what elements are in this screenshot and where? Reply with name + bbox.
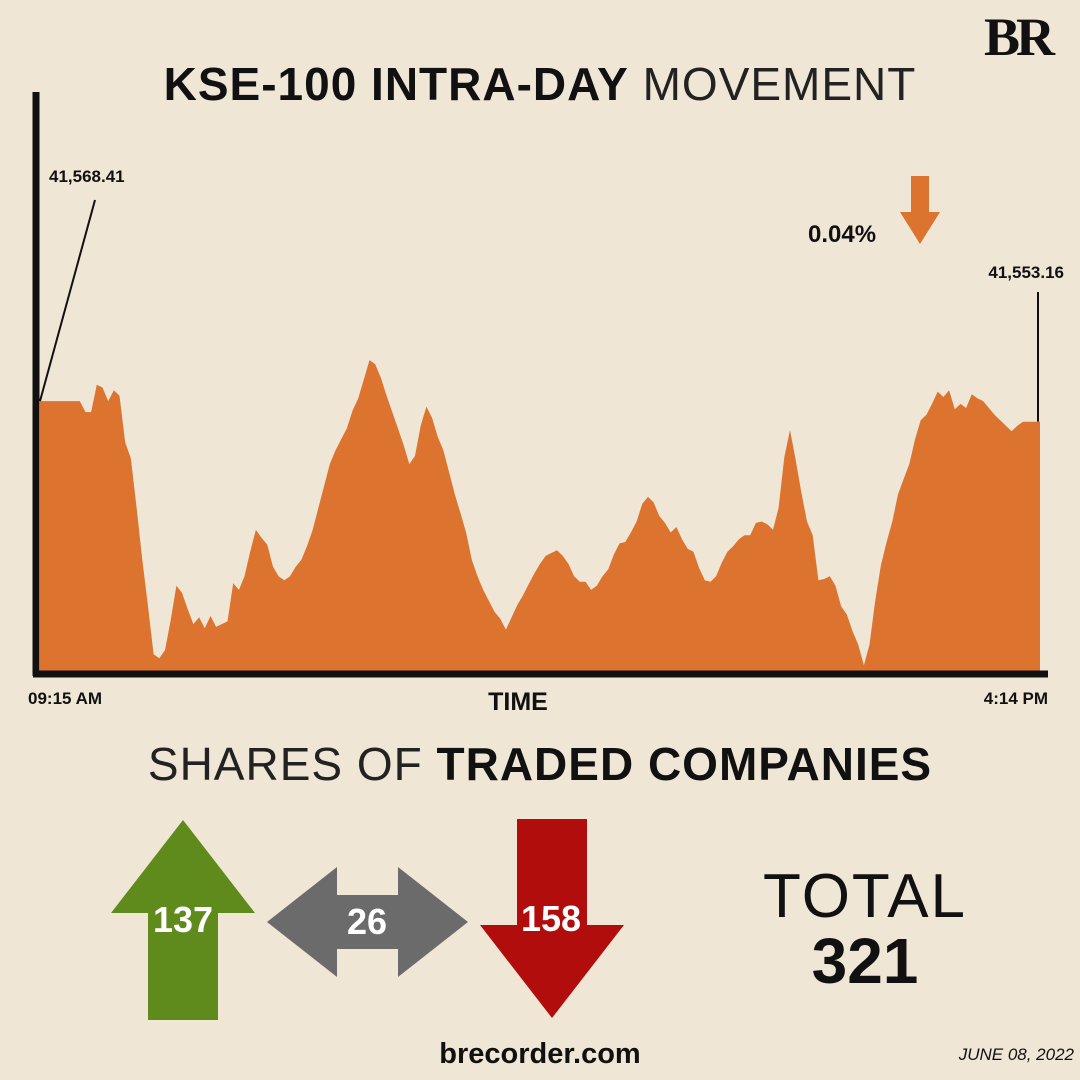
decliners-count: 158 — [521, 898, 581, 939]
intraday-area-chart: 41,568.41 41,553.16 0.04% 09:15 AM 4:14 PM TI… — [28, 92, 1064, 716]
date-label: JUNE 08, 2022 — [958, 1045, 1074, 1064]
total-value: 321 — [811, 925, 919, 997]
area-series — [40, 360, 1040, 672]
br-logo: BR — [984, 7, 1055, 67]
breadth-title-light: SHARES OF — [147, 738, 423, 790]
down-arrow-icon — [480, 819, 624, 1018]
close-value-label: 41,553.16 — [988, 263, 1064, 282]
total-label: TOTAL — [762, 862, 968, 931]
x-axis-label: TIME — [488, 688, 548, 716]
open-value-label: 41,568.41 — [49, 167, 125, 186]
site-link[interactable]: brecorder.com — [439, 1038, 641, 1070]
chart-title-bold: KSE-100 INTRA-DAY — [163, 58, 629, 110]
both-ways-arrow-icon — [267, 867, 468, 977]
advancers-count: 137 — [153, 899, 213, 940]
x-tick-start: 09:15 AM — [28, 689, 102, 708]
breadth-title: SHARES OF TRADED COMPANIES — [0, 736, 1080, 792]
breadth-title-bold: TRADED COMPANIES — [436, 738, 933, 790]
open-value-leader — [39, 199, 96, 402]
unchanged-count: 26 — [347, 901, 387, 942]
chart-title: KSE-100 INTRA-DAY MOVEMENT — [0, 56, 1080, 112]
change-percent-label: 0.04% — [808, 221, 876, 248]
chart-title-light: MOVEMENT — [642, 58, 917, 110]
change-down-arrow-icon — [900, 176, 940, 244]
up-arrow-icon — [111, 820, 255, 1020]
x-tick-end: 4:14 PM — [984, 689, 1048, 708]
